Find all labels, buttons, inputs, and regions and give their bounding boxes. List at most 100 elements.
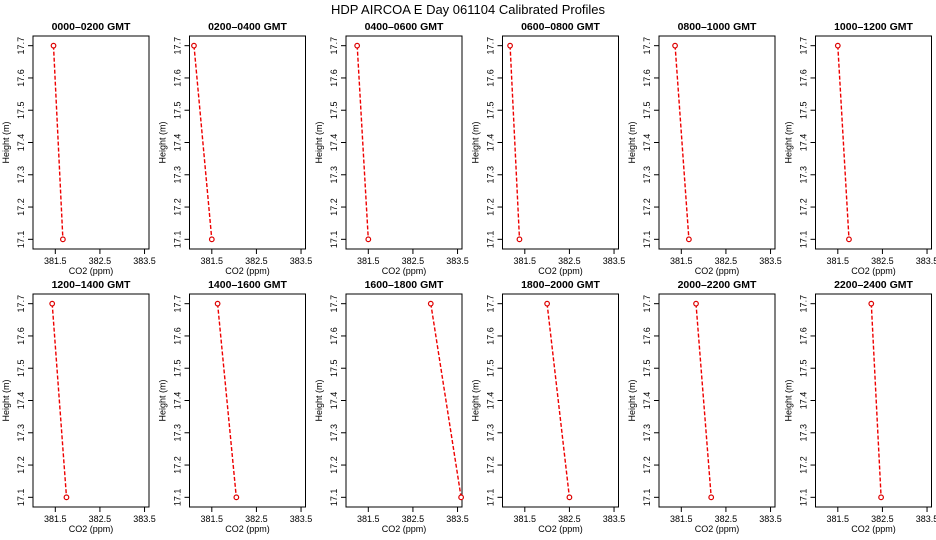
co2-profile-line bbox=[356, 45, 369, 240]
co2-profile-line bbox=[546, 303, 571, 498]
x-tick-label: 383.5 bbox=[916, 256, 936, 266]
y-tick-label: 17.2 bbox=[486, 198, 496, 216]
x-tick-label: 382.5 bbox=[402, 256, 425, 266]
data-point bbox=[507, 42, 513, 49]
panel-title: 0600–0800 GMT bbox=[521, 21, 600, 33]
data-point bbox=[354, 42, 361, 49]
x-tick-label: 382.5 bbox=[245, 256, 268, 266]
co2-profile-line bbox=[870, 303, 882, 498]
y-tick-label: 17.2 bbox=[173, 198, 183, 216]
data-point bbox=[708, 494, 715, 501]
y-tick-label: 17.4 bbox=[16, 392, 26, 410]
x-tick-label: 381.5 bbox=[44, 514, 67, 524]
panel-title: 1000–1200 GMT bbox=[834, 21, 913, 33]
data-point bbox=[233, 494, 240, 501]
x-tick-label: 381.5 bbox=[201, 514, 224, 524]
y-tick-label: 17.5 bbox=[642, 359, 652, 377]
co2-profile-line bbox=[193, 45, 213, 240]
plot-frame bbox=[189, 35, 306, 250]
panel-title: 2200–2400 GMT bbox=[834, 279, 913, 291]
y-axis-label: Height (m) bbox=[1, 121, 11, 163]
panel-title: 2000–2200 GMT bbox=[678, 279, 757, 291]
plot-frame bbox=[815, 35, 932, 250]
y-tick-label: 17.7 bbox=[799, 37, 809, 55]
y-tick-label: 17.4 bbox=[642, 134, 652, 152]
x-tick-label: 381.5 bbox=[357, 256, 380, 266]
y-tick-label: 17.7 bbox=[642, 295, 652, 313]
x-axis-label: CO2 (ppm) bbox=[382, 524, 427, 534]
x-tick-label: 383.5 bbox=[603, 256, 626, 266]
y-axis-label: Height (m) bbox=[314, 379, 324, 421]
profile-panel: 0800–1000 GMT 381.5 382.5 383.5 17.1 17.2 17.3… bbox=[627, 21, 782, 276]
y-tick-label: 17.1 bbox=[799, 489, 809, 507]
profile-panel: 1400–1600 GMT 381.5 382.5 383.5 17.1 17.2 17.3… bbox=[158, 279, 313, 534]
x-axis-label: CO2 (ppm) bbox=[695, 524, 740, 534]
y-tick-label: 17.2 bbox=[799, 456, 809, 474]
profile-panel: 2000–2200 GMT 381.5 382.5 383.5 17.1 17.2 17.3… bbox=[627, 279, 782, 534]
y-tick-label: 17.6 bbox=[173, 69, 183, 87]
y-tick-label: 17.4 bbox=[329, 392, 339, 410]
x-axis-label: CO2 (ppm) bbox=[851, 524, 896, 534]
y-axis-label: Height (m) bbox=[314, 121, 324, 163]
y-tick-label: 17.5 bbox=[799, 101, 809, 119]
panel-title: 0400–0600 GMT bbox=[365, 21, 444, 33]
y-tick-label: 17.7 bbox=[799, 295, 809, 313]
y-tick-label: 17.1 bbox=[329, 489, 339, 507]
x-axis-label: CO2 (ppm) bbox=[695, 266, 740, 276]
x-axis-label: CO2 (ppm) bbox=[225, 524, 270, 534]
y-tick-label: 17.7 bbox=[16, 295, 26, 313]
y-tick-label: 17.1 bbox=[642, 489, 652, 507]
y-tick-label: 17.7 bbox=[173, 37, 183, 55]
y-tick-label: 17.1 bbox=[173, 489, 183, 507]
y-tick-label: 17.3 bbox=[329, 424, 339, 442]
y-tick-label: 17.5 bbox=[642, 101, 652, 119]
x-axis-label: CO2 (ppm) bbox=[538, 524, 583, 534]
co2-profile-line bbox=[674, 45, 690, 240]
y-tick-label: 17.5 bbox=[486, 101, 496, 119]
y-tick-label: 17.4 bbox=[16, 134, 26, 152]
y-tick-label: 17.3 bbox=[799, 424, 809, 442]
y-tick-label: 17.1 bbox=[16, 231, 26, 249]
y-axis-label: Height (m) bbox=[627, 379, 637, 421]
data-point bbox=[50, 42, 57, 49]
y-tick-label: 17.1 bbox=[329, 231, 339, 249]
y-tick-label: 17.5 bbox=[16, 359, 26, 377]
plot-frame bbox=[32, 35, 150, 250]
x-tick-label: 383.5 bbox=[759, 514, 782, 524]
panel-title: 1400–1600 GMT bbox=[208, 279, 287, 291]
co2-profile-line bbox=[51, 303, 68, 498]
y-tick-label: 17.2 bbox=[173, 456, 183, 474]
y-tick-label: 17.6 bbox=[16, 327, 26, 345]
y-tick-label: 17.7 bbox=[16, 37, 26, 55]
x-axis-label: CO2 (ppm) bbox=[538, 266, 583, 276]
panel-title: 0200–0400 GMT bbox=[208, 21, 287, 33]
y-tick-label: 17.6 bbox=[16, 69, 26, 87]
y-tick-label: 17.4 bbox=[799, 134, 809, 152]
y-tick-label: 17.3 bbox=[173, 166, 183, 184]
data-point bbox=[544, 300, 551, 307]
x-tick-label: 382.5 bbox=[871, 514, 894, 524]
x-axis-label: CO2 (ppm) bbox=[382, 266, 427, 276]
y-tick-label: 17.2 bbox=[329, 456, 339, 474]
x-tick-label: 382.5 bbox=[89, 514, 112, 524]
x-tick-label: 383.5 bbox=[290, 514, 313, 524]
y-axis-label: Height (m) bbox=[158, 379, 168, 421]
y-axis-label: Height (m) bbox=[471, 121, 481, 163]
data-point bbox=[365, 236, 372, 243]
y-tick-label: 17.5 bbox=[329, 101, 339, 119]
y-tick-label: 17.4 bbox=[799, 392, 809, 410]
y-tick-label: 17.4 bbox=[486, 392, 496, 410]
profile-panel: 0200–0400 GMT 381.5 382.5 383.5 17.1 17.2 17.3… bbox=[158, 21, 313, 276]
y-tick-label: 17.2 bbox=[16, 456, 26, 474]
x-tick-label: 383.5 bbox=[916, 514, 936, 524]
y-axis-label: Height (m) bbox=[471, 379, 481, 421]
y-tick-label: 17.7 bbox=[642, 37, 652, 55]
y-tick-label: 17.6 bbox=[329, 327, 339, 345]
co2-profile-line bbox=[695, 303, 712, 498]
y-tick-label: 17.3 bbox=[173, 424, 183, 442]
y-tick-label: 17.7 bbox=[173, 295, 183, 313]
y-tick-label: 17.2 bbox=[329, 198, 339, 216]
x-tick-label: 382.5 bbox=[89, 256, 112, 266]
y-tick-label: 17.6 bbox=[799, 327, 809, 345]
y-tick-label: 17.1 bbox=[173, 231, 183, 249]
